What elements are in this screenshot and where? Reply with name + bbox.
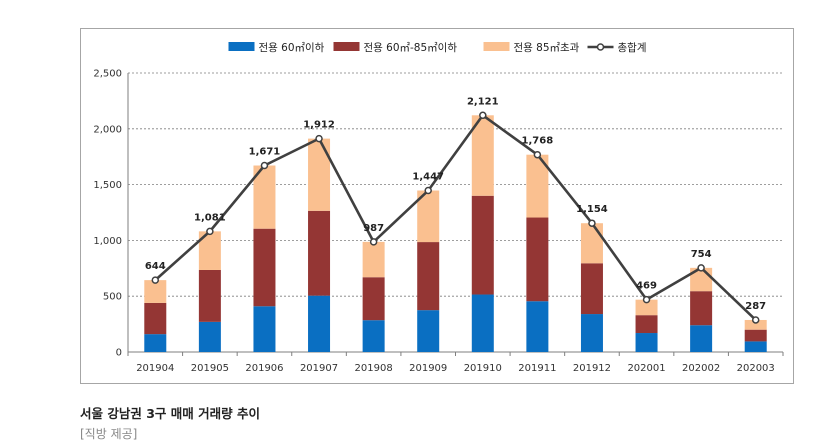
- bar-segment-3: [526, 154, 549, 218]
- legend-label: 전용 60㎡-85㎡이하: [364, 41, 458, 54]
- data-label: 287: [745, 301, 766, 312]
- data-label: 1,912: [303, 120, 335, 131]
- bar-segment-2: [253, 228, 276, 307]
- bar-segment-3: [198, 231, 221, 270]
- data-label: 644: [145, 261, 166, 272]
- x-tick-label: 202001: [627, 363, 665, 374]
- bar-segment-2: [144, 302, 167, 335]
- bar-segment-2: [308, 210, 331, 296]
- legend-label: 총합계: [618, 42, 647, 54]
- bar-segment-1: [362, 320, 385, 352]
- bar-segment-3: [308, 138, 331, 211]
- x-tick-label: 201904: [136, 363, 174, 374]
- bar-segment-1: [198, 321, 221, 352]
- data-label: 2,121: [467, 96, 499, 107]
- bar-segment-3: [744, 319, 767, 330]
- x-tick-label: 201906: [245, 363, 283, 374]
- total-line: [154, 113, 757, 321]
- source-credit: [직방 제공]: [80, 427, 138, 441]
- bar-segment-2: [198, 269, 221, 322]
- total-point: [315, 134, 323, 143]
- bar-segment-1: [635, 333, 658, 352]
- total-point: [369, 238, 378, 246]
- bar-segment-2: [471, 195, 494, 295]
- bar-segment-2: [417, 242, 440, 311]
- y-tick-label: 1,500: [93, 180, 122, 191]
- total-point: [479, 111, 487, 120]
- x-tick-label: 201909: [409, 363, 447, 374]
- total-point: [424, 186, 432, 195]
- bar-segment-1: [417, 310, 440, 352]
- data-label: 754: [691, 249, 712, 260]
- bar-segment-3: [471, 115, 494, 196]
- bar-segment-1: [580, 314, 603, 352]
- bar-segment-2: [744, 329, 767, 342]
- x-tick-label: 201911: [518, 363, 556, 374]
- legend-swatch: [228, 42, 255, 51]
- bar-segment-1: [253, 306, 276, 352]
- bar-segment-3: [144, 280, 167, 303]
- total-point: [751, 316, 760, 324]
- chart-caption: 서울 강남권 3구 매매 거래량 추이: [80, 406, 260, 421]
- bar-segment-1: [690, 325, 713, 352]
- bar-segment-3: [635, 299, 658, 316]
- legend-swatch: [483, 42, 510, 51]
- bar-segment-2: [526, 217, 549, 302]
- x-tick-label: 201905: [191, 363, 229, 374]
- bar-segment-3: [580, 223, 603, 264]
- data-label: 1,768: [522, 136, 554, 147]
- total-point: [206, 227, 214, 236]
- bar-segment-2: [580, 263, 603, 315]
- bar-segment-1: [308, 295, 331, 352]
- data-label: 469: [636, 281, 657, 292]
- x-tick-label: 201910: [464, 363, 502, 374]
- x-tick-label: 202002: [682, 363, 720, 374]
- total-point: [588, 219, 596, 227]
- bar-segment-1: [471, 294, 494, 352]
- y-tick-label: 2,000: [93, 124, 122, 135]
- total-point: [642, 295, 651, 304]
- total-point: [533, 150, 542, 159]
- total-point: [260, 161, 269, 170]
- bar-segment-1: [144, 334, 167, 352]
- y-tick-label: 500: [103, 292, 122, 303]
- data-label: 987: [363, 223, 384, 234]
- x-tick-label: 202003: [737, 363, 775, 374]
- stacked-bar-line-chart: 0 500 1,000 1,500 2,000 2,500 201904 201905 2019…: [93, 41, 784, 374]
- bar-segment-1: [744, 341, 767, 352]
- legend-label: 전용 85㎡초과: [514, 42, 580, 54]
- data-label: 1,081: [194, 212, 226, 223]
- legend-swatch: [333, 42, 360, 51]
- bar-segment-1: [526, 301, 549, 352]
- legend-label: 전용 60㎡이하: [259, 41, 325, 54]
- x-tick-label: 201912: [573, 363, 611, 374]
- x-tick-label: 201907: [300, 363, 338, 374]
- y-tick-label: 2,500: [93, 69, 122, 80]
- bar-segment-3: [362, 241, 385, 278]
- y-tick-label: 0: [116, 348, 122, 359]
- bar-segment-2: [690, 291, 713, 326]
- bar-segment-3: [417, 190, 440, 243]
- data-label: 1,447: [412, 172, 444, 183]
- total-point: [697, 264, 705, 272]
- bar-segment-2: [362, 277, 385, 321]
- legend-marker: [596, 43, 605, 51]
- bar-segment-3: [253, 165, 276, 229]
- y-tick-label: 1,000: [93, 236, 122, 247]
- data-label: 1,671: [249, 147, 281, 158]
- x-tick-label: 201908: [355, 363, 393, 374]
- total-point: [151, 276, 160, 284]
- chart-frame: 0 500 1,000 1,500 2,000 2,500 201904 201905 2019…: [80, 28, 794, 384]
- bar-segment-2: [635, 315, 658, 334]
- data-label: 1,154: [576, 204, 608, 215]
